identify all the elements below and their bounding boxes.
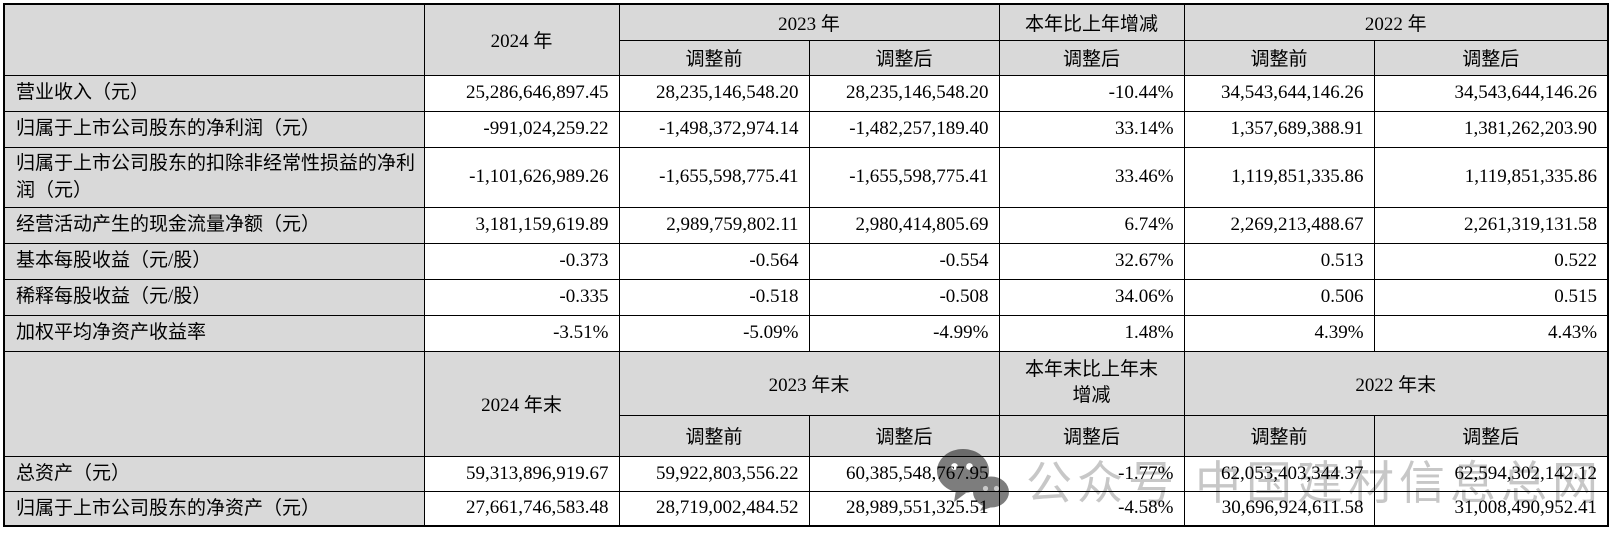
cell-2022-after: 4.43% [1373, 314, 1609, 352]
subheader-2023-after: 调整后 [808, 39, 1000, 76]
table-row: 基本每股收益（元/股） -0.373 -0.564 -0.554 32.67% … [3, 242, 1609, 280]
cell-2023-before: 28,719,002,484.52 [618, 490, 810, 527]
cell-2022-before: 34,543,644,146.26 [1183, 74, 1375, 112]
table-row: 稀释每股收益（元/股） -0.335 -0.518 -0.508 34.06% … [3, 278, 1609, 316]
row-label: 经营活动产生的现金流量净额（元） [3, 206, 425, 244]
cell-2022-after: 2,261,319,131.58 [1373, 206, 1609, 244]
cell-2023-before: -0.564 [618, 242, 810, 280]
blank-corner-cell [3, 3, 425, 76]
cell-2022-after: 31,008,490,952.41 [1373, 490, 1609, 527]
table-row: 经营活动产生的现金流量净额（元） 3,181,159,619.89 2,989,… [3, 206, 1609, 244]
cell-change: -1.77% [998, 455, 1185, 492]
cell-2024: 27,661,746,583.48 [423, 490, 620, 527]
cell-2022-before: 0.513 [1183, 242, 1375, 280]
cell-2023-before: 2,989,759,802.11 [618, 206, 810, 244]
cell-2024: -991,024,259.22 [423, 110, 620, 148]
cell-2022-after: 0.522 [1373, 242, 1609, 280]
cell-2022-before: 1,119,851,335.86 [1183, 146, 1375, 208]
cell-2023-before: -1,498,372,974.14 [618, 110, 810, 148]
cell-2022-before: 4.39% [1183, 314, 1375, 352]
cell-2024: 59,313,896,919.67 [423, 455, 620, 492]
col-header-2024: 2024 年 [423, 3, 620, 76]
section2-header-row-2: 调整前 调整后 调整后 调整前 调整后 [4, 414, 1609, 457]
subheader-2023-before: 调整前 [618, 414, 810, 457]
subheader-change-after: 调整后 [998, 39, 1185, 76]
cell-2023-before: -0.518 [618, 278, 810, 316]
cell-2024: -1,101,626,989.26 [423, 146, 620, 208]
cell-2023-after: -4.99% [808, 314, 1000, 352]
cell-2023-before: -1,655,598,775.41 [618, 146, 810, 208]
table-row: 归属于上市公司股东的净利润（元） -991,024,259.22 -1,498,… [3, 110, 1609, 148]
table-row: 归属于上市公司股东的净资产（元） 27,661,746,583.48 28,71… [3, 490, 1609, 527]
cell-2024: 3,181,159,619.89 [423, 206, 620, 244]
subheader-2023-after: 调整后 [808, 414, 1000, 457]
cell-2022-after: 62,594,302,142.12 [1373, 455, 1609, 492]
cell-2022-before: 0.506 [1183, 278, 1375, 316]
subheader-2022-before: 调整前 [1183, 39, 1375, 76]
table-row: 归属于上市公司股东的扣除非经常性损益的净利润（元） -1,101,626,989… [3, 146, 1609, 208]
section1-header-row-1: 2024 年 2023 年 本年比上年增减 2022 年 [3, 3, 1609, 76]
cell-2022-before: 2,269,213,488.67 [1183, 206, 1375, 244]
cell-2023-after: -1,655,598,775.41 [808, 146, 1000, 208]
financial-summary-table: 2024 年 2023 年 本年比上年增减 2022 年 调整前 调整后 调整后… [3, 3, 1610, 528]
row-label: 总资产（元） [3, 455, 425, 492]
col-header-2023: 2023 年 [618, 3, 1000, 41]
table-row: 营业收入（元） 25,286,646,897.45 28,235,146,548… [3, 74, 1609, 112]
cell-2022-after: 34,543,644,146.26 [1373, 74, 1609, 112]
section1-header-row-2: 调整前 调整后 调整后 调整前 调整后 [4, 39, 1609, 76]
row-label: 归属于上市公司股东的净资产（元） [3, 490, 425, 527]
cell-change: 33.46% [998, 146, 1185, 208]
cell-change: 34.06% [998, 278, 1185, 316]
cell-change: 33.14% [998, 110, 1185, 148]
cell-2023-before: 28,235,146,548.20 [618, 74, 810, 112]
cell-2022-after: 1,381,262,203.90 [1373, 110, 1609, 148]
cell-2024: -0.335 [423, 278, 620, 316]
cell-2023-before: -5.09% [618, 314, 810, 352]
section2-header-row-1: 2024 年末 2023 年末 本年末比上年末 增减 2022 年末 [3, 350, 1609, 457]
row-label: 营业收入（元） [3, 74, 425, 112]
cell-2022-after: 0.515 [1373, 278, 1609, 316]
col-header-2024-end: 2024 年末 [423, 350, 620, 457]
subheader-2023-before: 调整前 [618, 39, 810, 76]
subheader-2022-after: 调整后 [1373, 414, 1609, 457]
cell-2024: -3.51% [423, 314, 620, 352]
cell-2023-after: -0.554 [808, 242, 1000, 280]
cell-2022-before: 30,696,924,611.58 [1183, 490, 1375, 527]
row-label: 稀释每股收益（元/股） [3, 278, 425, 316]
subheader-2022-after: 调整后 [1373, 39, 1609, 76]
col-header-2023-end: 2023 年末 [618, 350, 1000, 416]
cell-2022-before: 62,053,403,344.37 [1183, 455, 1375, 492]
cell-2023-after: 28,989,551,325.51 [808, 490, 1000, 527]
cell-change: 32.67% [998, 242, 1185, 280]
cell-change: -4.58% [998, 490, 1185, 527]
cell-2022-before: 1,357,689,388.91 [1183, 110, 1375, 148]
row-label: 归属于上市公司股东的净利润（元） [3, 110, 425, 148]
cell-2023-before: 59,922,803,556.22 [618, 455, 810, 492]
cell-change: 6.74% [998, 206, 1185, 244]
cell-2024: -0.373 [423, 242, 620, 280]
cell-2023-after: -1,482,257,189.40 [808, 110, 1000, 148]
table-row: 总资产（元） 59,313,896,919.67 59,922,803,556.… [3, 455, 1609, 492]
cell-change: 1.48% [998, 314, 1185, 352]
col-header-change: 本年比上年增减 [998, 3, 1185, 41]
cell-2023-after: 2,980,414,805.69 [808, 206, 1000, 244]
table-row: 加权平均净资产收益率 -3.51% -5.09% -4.99% 1.48% 4.… [3, 314, 1609, 352]
col-header-2022: 2022 年 [1183, 3, 1609, 41]
subheader-change-after: 调整后 [998, 414, 1185, 457]
col-header-change-end: 本年末比上年末 增减 [998, 350, 1185, 416]
blank-corner-cell [3, 350, 425, 457]
subheader-2022-before: 调整前 [1183, 414, 1375, 457]
cell-2023-after: -0.508 [808, 278, 1000, 316]
cell-2024: 25,286,646,897.45 [423, 74, 620, 112]
cell-change: -10.44% [998, 74, 1185, 112]
row-label: 加权平均净资产收益率 [3, 314, 425, 352]
row-label: 基本每股收益（元/股） [3, 242, 425, 280]
cell-2023-after: 60,385,548,767.95 [808, 455, 1000, 492]
cell-2022-after: 1,119,851,335.86 [1373, 146, 1609, 208]
col-header-2022-end: 2022 年末 [1183, 350, 1609, 416]
cell-2023-after: 28,235,146,548.20 [808, 74, 1000, 112]
row-label: 归属于上市公司股东的扣除非经常性损益的净利润（元） [3, 146, 425, 208]
